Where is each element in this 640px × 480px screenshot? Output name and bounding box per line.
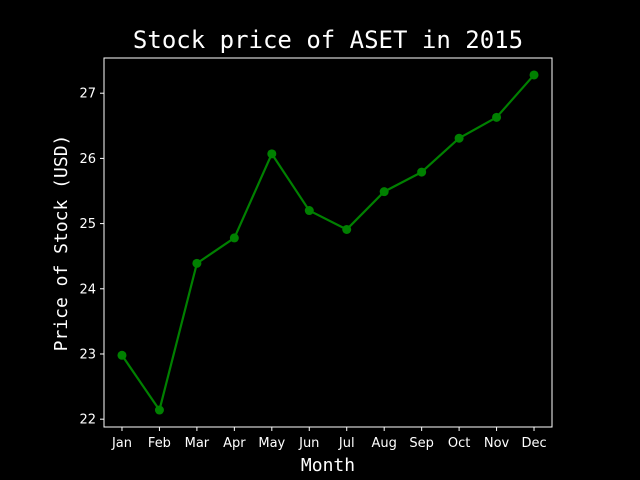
plot-area: 22 23 24 25 26 27 Jan Feb Mar Apr May Jun Jul Aug Sep O… bbox=[79, 57, 553, 451]
x-tick-label: Feb bbox=[148, 436, 171, 451]
data-point bbox=[529, 70, 539, 80]
data-point bbox=[229, 233, 239, 243]
data-point bbox=[117, 350, 127, 360]
data-point bbox=[154, 405, 164, 415]
y-tick-label: 23 bbox=[79, 347, 96, 362]
data-point bbox=[454, 133, 464, 143]
x-tick-label: Jan bbox=[111, 436, 132, 451]
x-tick-label: Apr bbox=[223, 436, 246, 451]
data-point bbox=[267, 149, 277, 159]
data-point bbox=[417, 167, 427, 177]
x-tick-label: Aug bbox=[371, 436, 396, 451]
y-tick-label: 25 bbox=[79, 217, 96, 232]
x-axis-label: Month bbox=[301, 455, 355, 476]
x-tick-label: Nov bbox=[484, 436, 510, 451]
chart-title: Stock price of ASET in 2015 bbox=[133, 26, 523, 54]
x-tick-label: Oct bbox=[448, 436, 470, 451]
series-line bbox=[121, 74, 535, 412]
data-point bbox=[192, 258, 202, 268]
data-point bbox=[492, 112, 502, 122]
x-tick-label: Sep bbox=[409, 436, 434, 451]
plot-frame bbox=[103, 57, 553, 428]
x-tick-label: May bbox=[258, 436, 285, 451]
y-tick-label: 26 bbox=[79, 152, 96, 167]
x-tick-label: Jul bbox=[338, 436, 355, 451]
y-tick-label: 24 bbox=[79, 282, 96, 297]
x-tick-label: Dec bbox=[521, 436, 546, 451]
data-point bbox=[379, 187, 389, 197]
y-axis-label: Price of Stock (USD) bbox=[51, 135, 72, 352]
y-tick-label: 27 bbox=[79, 87, 96, 102]
y-tick-label: 22 bbox=[79, 413, 96, 428]
data-point bbox=[342, 224, 352, 234]
data-point bbox=[304, 206, 314, 216]
x-tick-label: Mar bbox=[185, 436, 210, 451]
x-tick-label: Jun bbox=[298, 436, 319, 451]
